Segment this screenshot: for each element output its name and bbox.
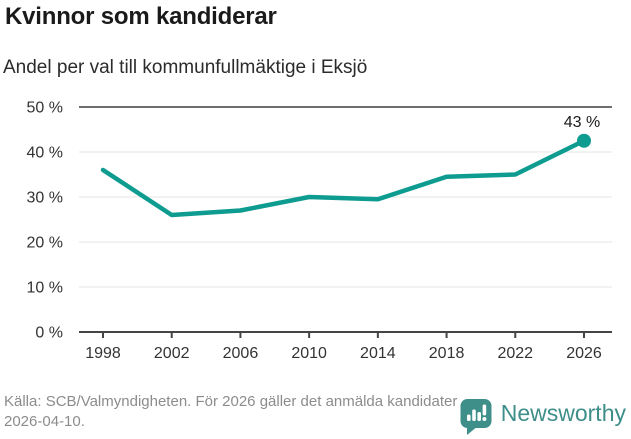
x-axis-label: 2014 xyxy=(360,345,396,362)
y-axis-label: 10 % xyxy=(27,280,63,297)
source-note: Källa: SCB/Valmyndigheten. För 2026 gäll… xyxy=(4,393,458,430)
logo-exclamation-bar xyxy=(482,404,486,416)
logo-bubble xyxy=(460,399,492,428)
x-axis-label: 1998 xyxy=(85,345,121,362)
y-axis-label: 50 % xyxy=(27,100,63,117)
brand-name: Newsworthy xyxy=(500,400,626,426)
y-axis-label: 0 % xyxy=(35,325,63,342)
logo-bar-1 xyxy=(466,414,471,421)
y-axis-label: 30 % xyxy=(27,190,63,207)
y-axis-label: 20 % xyxy=(27,235,63,252)
y-axis-label: 40 % xyxy=(27,145,63,162)
x-axis-label: 2018 xyxy=(429,345,465,362)
end-value-label: 43 % xyxy=(564,114,600,131)
page-subtitle: Andel per val till kommunfullmäktige i E… xyxy=(3,57,368,78)
x-axis-label: 2010 xyxy=(291,345,327,362)
data-line xyxy=(100,138,587,218)
newsworthy-logo-icon xyxy=(460,399,492,435)
x-axis-label: 2026 xyxy=(566,345,602,362)
page-title: Kvinnor som kandiderar xyxy=(5,3,277,30)
data-point-end xyxy=(577,133,591,148)
logo-bar-2 xyxy=(471,409,476,421)
logo-bar-3 xyxy=(477,412,481,421)
x-axis-label: 2006 xyxy=(223,345,259,362)
brand-logo: Newsworthy xyxy=(460,398,626,435)
line-chart: 0 % 10 % 20 % 30 % 40 % 50 % 1998 2002 2006 2010 2… xyxy=(27,100,612,362)
x-axis-label: 2002 xyxy=(154,345,190,362)
logo-bubble-tail xyxy=(466,426,478,435)
logo-exclamation-dot xyxy=(482,417,487,421)
x-axis-label: 2022 xyxy=(497,345,533,362)
